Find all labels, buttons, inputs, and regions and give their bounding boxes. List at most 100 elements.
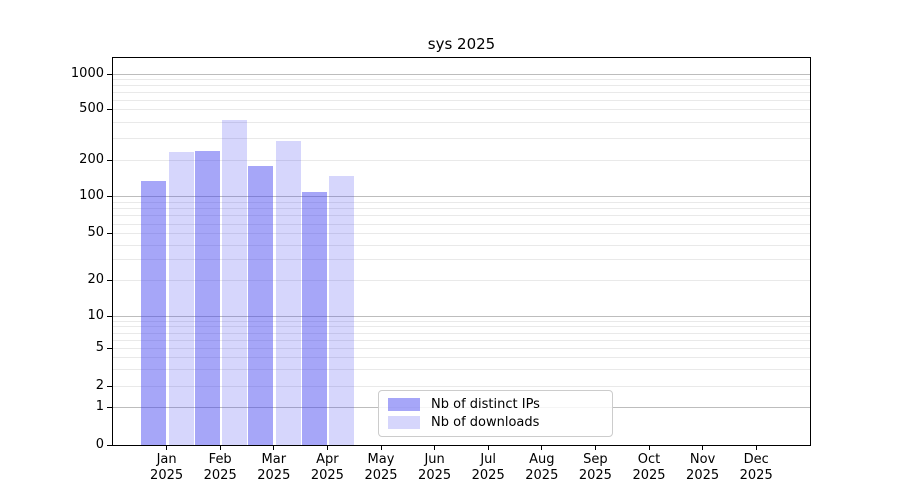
- x-tick-label: Aug 2025: [511, 452, 573, 484]
- x-tick-label: Jan 2025: [136, 452, 198, 484]
- x-tick-label-year: 2025: [150, 468, 184, 483]
- y-gridline-major: [113, 196, 810, 197]
- y-gridline-minor: [113, 223, 810, 225]
- x-tick-label-month: Feb: [208, 452, 232, 467]
- x-tick-label-month: Jan: [156, 452, 177, 467]
- x-tick-label: May 2025: [350, 452, 412, 484]
- y-gridline-major: [113, 316, 810, 317]
- x-tick-label-month: Aug: [529, 452, 555, 467]
- y-tick-label: 0: [95, 437, 104, 452]
- y-tick-label: 20: [87, 272, 104, 287]
- x-tick-label-year: 2025: [686, 468, 720, 483]
- x-tick: [541, 445, 543, 450]
- y-gridline-minor: [113, 215, 810, 217]
- x-tick-label-month: Sep: [583, 452, 608, 467]
- x-tick-label-month: Apr: [316, 452, 339, 467]
- legend-swatch-downloads: [388, 416, 420, 430]
- x-tick-label-month: Jun: [424, 452, 445, 467]
- y-tick: [107, 196, 113, 197]
- y-tick-label: 1000: [70, 65, 104, 81]
- x-tick-label-month: Nov: [689, 452, 716, 467]
- y-tick-label: 50: [87, 225, 104, 241]
- x-tick-label-year: 2025: [739, 468, 773, 483]
- y-gridline-minor: [113, 332, 810, 334]
- x-tick-label: Nov 2025: [672, 452, 734, 484]
- y-gridline-minor: [113, 137, 810, 139]
- y-gridline-minor: [113, 385, 810, 387]
- legend: Nb of distinct IPs Nb of downloads: [378, 390, 613, 437]
- bar-downloads: [329, 175, 355, 445]
- legend-item-downloads: Nb of downloads: [388, 415, 603, 430]
- y-gridline-minor: [113, 348, 810, 349]
- bar-distinct-ips: [301, 191, 327, 445]
- bar-distinct-ips: [194, 150, 220, 445]
- x-tick-label: Jun 2025: [404, 452, 466, 484]
- x-tick-label: Dec 2025: [725, 452, 787, 484]
- x-tick: [219, 445, 221, 450]
- x-tick-label: Oct 2025: [618, 452, 680, 484]
- y-gridline-minor: [113, 99, 810, 101]
- bar-distinct-ips: [141, 180, 167, 445]
- x-tick: [648, 445, 650, 450]
- x-tick: [594, 445, 596, 450]
- y-tick-label: 200: [79, 152, 104, 167]
- bar-downloads: [275, 140, 301, 445]
- y-gridline-minor: [113, 121, 810, 123]
- y-gridline-minor: [113, 109, 810, 111]
- y-tick: [107, 73, 113, 75]
- y-gridline-minor: [113, 326, 810, 328]
- y-tick: [107, 385, 113, 387]
- y-tick-label: 100: [79, 188, 104, 203]
- y-gridline-minor: [113, 201, 810, 203]
- plot-area: [113, 58, 810, 445]
- y-gridline-minor: [113, 91, 810, 93]
- x-tick-label-month: Jul: [480, 452, 497, 467]
- y-tick-label: 5: [95, 340, 104, 355]
- x-tick-label: Apr 2025: [296, 452, 358, 484]
- x-tick: [434, 445, 436, 450]
- y-tick-label: 500: [79, 101, 104, 117]
- y-tick: [107, 316, 113, 317]
- y-gridline-minor: [113, 280, 810, 281]
- y-tick: [107, 406, 113, 408]
- x-tick: [755, 445, 757, 450]
- x-tick-label-month: Oct: [637, 452, 661, 467]
- y-tick-label: 2: [95, 377, 104, 393]
- y-gridline-minor: [113, 357, 810, 359]
- x-tick-label-year: 2025: [632, 468, 666, 483]
- x-tick: [326, 445, 328, 450]
- x-tick-label-year: 2025: [471, 468, 505, 483]
- legend-label-downloads: Nb of downloads: [431, 415, 540, 431]
- y-gridline-minor: [113, 320, 810, 322]
- y-tick-label: 10: [87, 308, 104, 323]
- y-tick: [107, 445, 113, 446]
- x-tick-label: Feb 2025: [189, 452, 251, 484]
- x-tick-label: Mar 2025: [243, 452, 305, 484]
- x-tick-label-year: 2025: [310, 468, 344, 483]
- chart-title: sys 2025: [427, 35, 496, 53]
- x-tick-label: Jul 2025: [457, 452, 519, 484]
- y-gridline-minor: [113, 160, 810, 161]
- y-gridline-minor: [113, 233, 810, 235]
- x-tick: [380, 445, 382, 450]
- x-tick-label-month: Mar: [261, 452, 287, 467]
- y-tick-label: 1: [95, 398, 104, 414]
- x-tick-label: Sep 2025: [564, 452, 626, 484]
- x-tick: [273, 445, 275, 450]
- x-tick-label-year: 2025: [364, 468, 398, 483]
- legend-item-distinct-ips: Nb of distinct IPs: [388, 397, 603, 412]
- x-tick-label-year: 2025: [203, 468, 237, 483]
- y-gridline-major: [113, 73, 810, 75]
- y-gridline-minor: [113, 368, 810, 370]
- x-tick: [487, 445, 489, 450]
- x-tick-label-month: Dec: [743, 452, 769, 467]
- y-gridline-minor: [113, 85, 810, 86]
- y-gridline-minor: [113, 78, 810, 80]
- legend-swatch-distinct-ips: [388, 397, 420, 411]
- y-gridline-minor: [113, 244, 810, 246]
- x-tick-label-year: 2025: [257, 468, 291, 483]
- y-tick: [107, 348, 113, 349]
- y-tick: [107, 109, 113, 111]
- bar-distinct-ips: [248, 166, 274, 445]
